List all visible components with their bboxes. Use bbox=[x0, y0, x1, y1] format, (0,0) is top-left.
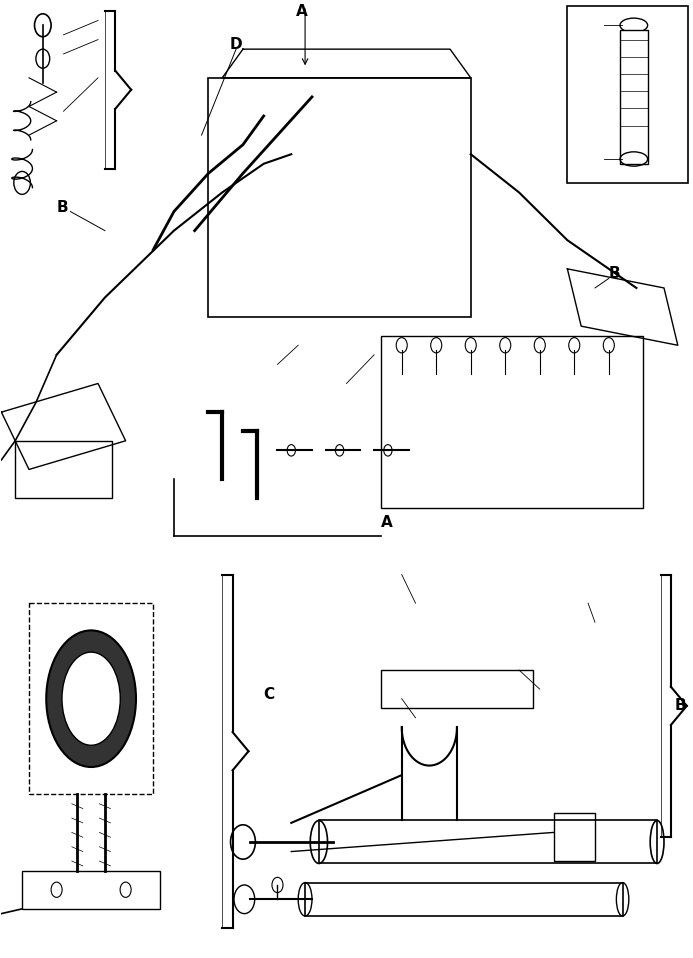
Text: A: A bbox=[381, 514, 393, 530]
Text: C: C bbox=[263, 687, 275, 701]
Text: B: B bbox=[57, 199, 68, 215]
Bar bbox=[29, 604, 153, 794]
Text: A: A bbox=[296, 4, 308, 19]
Bar bbox=[15, 441, 112, 498]
Bar bbox=[319, 820, 657, 863]
Bar bbox=[22, 871, 160, 909]
Text: D: D bbox=[229, 37, 242, 52]
Bar bbox=[554, 813, 595, 861]
Ellipse shape bbox=[62, 652, 121, 745]
Ellipse shape bbox=[46, 630, 136, 767]
Text: B: B bbox=[674, 698, 686, 714]
Bar bbox=[381, 335, 643, 508]
Bar bbox=[568, 6, 688, 183]
Bar bbox=[305, 882, 622, 916]
Bar bbox=[381, 670, 533, 708]
Bar bbox=[209, 78, 471, 316]
Bar bbox=[620, 30, 648, 164]
Circle shape bbox=[35, 13, 51, 36]
Text: B: B bbox=[608, 266, 620, 282]
